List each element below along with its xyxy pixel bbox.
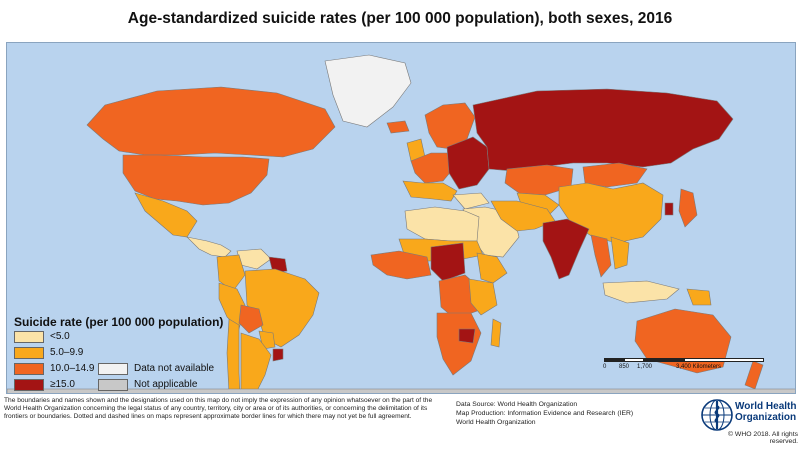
- copyright: © WHO 2018. All rights reserved.: [728, 431, 798, 445]
- region-japan: [678, 188, 698, 228]
- region-republic-of-korea: [664, 202, 674, 216]
- region-nigeria-and-chad: [430, 242, 466, 282]
- who-emblem-icon: [701, 399, 733, 431]
- region-chile: [226, 318, 241, 393]
- region-eastern-europe: [446, 136, 490, 190]
- legend-swatch: [98, 363, 128, 375]
- region-united-states-of-america: [122, 154, 270, 206]
- region-myanmar-and-thailand: [590, 234, 612, 278]
- scale-bar-segment: [684, 358, 764, 362]
- region-madagascar: [490, 318, 502, 348]
- region-west-africa: [370, 250, 432, 280]
- region-southern-africa: [436, 312, 482, 376]
- region-east-africa: [468, 278, 498, 316]
- scale-label: 3,400 Kilometers: [676, 364, 722, 370]
- region-central-america-and-caribbean: [186, 236, 232, 258]
- who-name-line2: Organization: [735, 412, 797, 423]
- region-india-and-south-asia: [542, 218, 590, 280]
- legend-label: <5.0: [50, 331, 70, 342]
- scale-bar-segment: [604, 358, 624, 362]
- map-production: Map Production: Information Evidence and…: [456, 410, 634, 417]
- legend-label: Data not available: [134, 363, 215, 374]
- region-southern-europe: [402, 180, 458, 202]
- disclaimer: The boundaries and names shown and the d…: [4, 397, 433, 421]
- legend-swatch: [14, 331, 44, 343]
- region-antarctica: [7, 388, 795, 393]
- scale-label: 850: [619, 364, 630, 370]
- scale-bar: 0 850 1,700 3,400 Kilometers: [603, 358, 774, 380]
- who-name-line1: World Health: [735, 401, 797, 412]
- region-canada: [86, 86, 336, 158]
- legend-title: Suicide rate (per 100 000 population): [14, 315, 224, 329]
- legend-swatch: [14, 363, 44, 375]
- region-indonesia-and-philippines: [602, 280, 680, 304]
- legend-label: Not applicable: [134, 379, 198, 390]
- legend-label: 5.0–9.9: [50, 347, 84, 358]
- region-horn-of-africa: [476, 252, 508, 284]
- legend-swatch: [98, 379, 128, 391]
- region-kazakhstan: [504, 164, 574, 196]
- region-australia: [634, 308, 732, 374]
- map-title: Age-standardized suicide rates (per 100 …: [127, 10, 673, 27]
- region-brazil: [244, 268, 320, 348]
- data-source: Data Source: World Health Organization: [456, 401, 578, 408]
- region-indochina: [610, 236, 630, 270]
- legend-label: ≥15.0: [50, 379, 75, 390]
- who-name: World Health Organization: [735, 401, 796, 423]
- region-turkey: [452, 192, 490, 210]
- region-bolivia: [238, 304, 264, 334]
- legend-swatch: [14, 379, 44, 391]
- map-frame: [6, 42, 796, 394]
- legend-swatch: [14, 347, 44, 359]
- region-zimbabwe: [458, 328, 476, 344]
- scale-label: 1,700: [637, 364, 653, 370]
- source-block: Data Source: World Health Organization M…: [456, 400, 686, 427]
- scale-bar-segment: [644, 358, 684, 362]
- production-org: World Health Organization: [456, 419, 536, 426]
- region-russian-federation: [472, 88, 734, 172]
- world-map: [7, 54, 795, 393]
- region-north-africa: [404, 206, 480, 242]
- region-argentina: [240, 332, 272, 393]
- scale-bar-segment: [624, 358, 644, 362]
- region-uruguay: [272, 348, 284, 362]
- region-western-europe: [410, 152, 454, 184]
- region-iceland: [386, 120, 410, 134]
- region-papua-new-guinea: [686, 288, 712, 306]
- region-colombia-and-ecuador: [216, 254, 246, 292]
- legend-label: 10.0–14.9: [50, 363, 95, 374]
- scale-label: 0: [603, 364, 607, 370]
- region-greenland: [324, 54, 412, 128]
